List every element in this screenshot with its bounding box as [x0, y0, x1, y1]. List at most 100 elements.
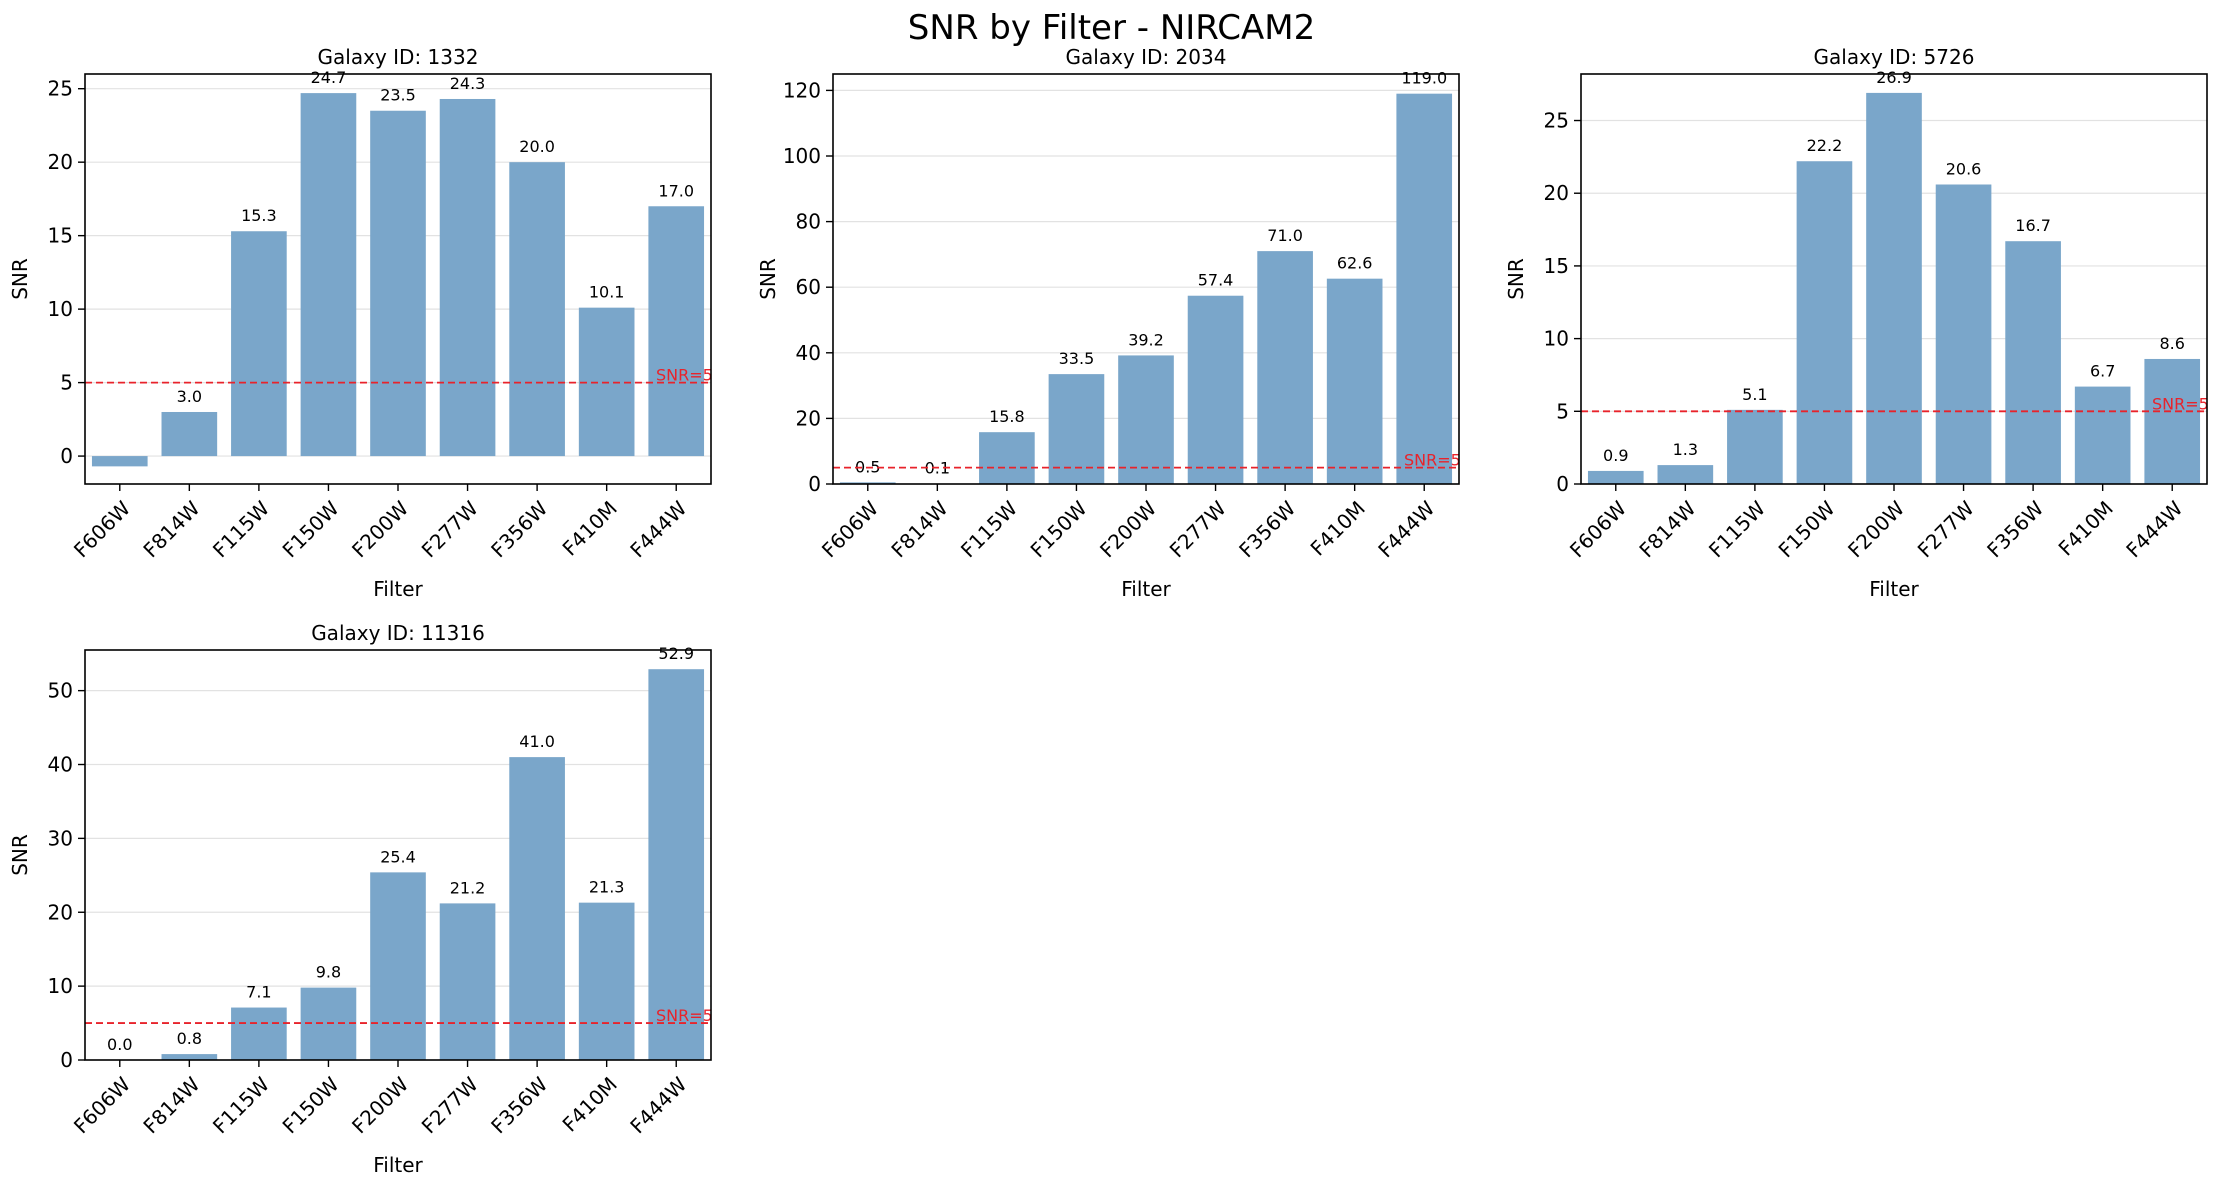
bar-F814W — [161, 1054, 218, 1060]
y-axis-label: SNR — [8, 834, 32, 876]
bars: 0.0 0.8 7.1 9.8 25.4 21.2 41.0 21.3 52.9 — [91, 644, 705, 1061]
x-tick-label: F606W — [1565, 496, 1631, 562]
y-tick-label: 25 — [1544, 109, 1569, 133]
chart-panel-1: 3.0 15.3 24.7 23.5 24.3 20.0 10.1 17.0 SNR=5 0 5 10… — [8, 45, 713, 601]
bar-value-label: 20.0 — [519, 137, 555, 156]
y-tick-label: 120 — [783, 78, 821, 102]
bar-value-label: 0.0 — [107, 1035, 132, 1054]
bar-value-label: 7.1 — [246, 983, 271, 1002]
x-tick-label: F444W — [1373, 496, 1439, 562]
x-tick-label: F115W — [956, 496, 1022, 562]
x-tick-label: F200W — [347, 496, 413, 562]
y-tick-label: 100 — [783, 144, 821, 168]
x-axis: F606W F814W F115W F150W F200W F277W F356W F410M… — [69, 484, 692, 562]
x-tick-label: F814W — [1634, 496, 1700, 562]
x-tick-label: F410M — [558, 496, 622, 560]
bar-value-label: 41.0 — [519, 732, 555, 751]
bars: 0.9 1.3 5.1 22.2 26.9 20.6 16.7 6.7 8.6 — [1587, 68, 2201, 485]
bar-F277W — [1187, 295, 1244, 484]
bar-F356W — [2005, 241, 2061, 484]
bar-F115W — [231, 1007, 287, 1060]
bar-F200W — [370, 872, 426, 1060]
y-tick-label: 0 — [60, 444, 73, 468]
x-axis: F606W F814W F115W F150W F200W F277W F356W F410M… — [1565, 484, 2188, 562]
bar-F444W — [1396, 93, 1453, 485]
y-axis-label: SNR — [8, 258, 32, 300]
bar-value-label: 62.6 — [1337, 254, 1373, 273]
x-axis-label: Filter — [373, 577, 423, 601]
x-tick-label: F814W — [138, 1072, 204, 1138]
y-axis: 0 5 10 15 20 25 — [1544, 109, 1581, 496]
y-tick-label: 0 — [808, 472, 821, 496]
y-tick-label: 5 — [1556, 399, 1569, 423]
x-tick-label: F814W — [886, 496, 952, 562]
x-tick-label: F444W — [2121, 496, 2187, 562]
y-axis-label: SNR — [1504, 258, 1528, 300]
y-tick-label: 80 — [796, 210, 821, 234]
chart-panel-2: 0.5 0.115.833.539.257.471.062.6119.0SNR=5… — [756, 45, 1461, 601]
x-tick-label: F606W — [817, 496, 883, 562]
x-tick-label: F277W — [1913, 496, 1979, 562]
x-tick-label: F150W — [1774, 496, 1840, 562]
threshold-label: SNR=5 — [656, 1006, 713, 1025]
x-tick-label: F606W — [69, 496, 135, 562]
threshold-label: SNR=5 — [1404, 451, 1461, 470]
y-tick-label: 40 — [796, 341, 821, 365]
bar-F150W — [300, 93, 357, 457]
y-tick-label: 0 — [1556, 472, 1569, 496]
bar-value-label: 17.0 — [658, 181, 694, 200]
x-tick-label: F444W — [625, 1072, 691, 1138]
bar-F115W — [231, 231, 287, 457]
bar-F410M — [578, 902, 635, 1060]
bars: 3.0 15.3 24.7 23.5 24.3 20.0 10.1 17.0 — [91, 68, 705, 467]
chart-title: Galaxy ID: 2034 — [1066, 45, 1227, 69]
x-tick-label: F410M — [1306, 496, 1370, 560]
y-tick-label: 10 — [48, 297, 73, 321]
bar-value-label: 3.0 — [177, 387, 202, 406]
x-axis: F606W F814W F115W F150W F200W F277W F356W F410M… — [69, 1060, 692, 1138]
x-tick-label: F410M — [558, 1072, 622, 1136]
bar-value-label: 25.4 — [380, 847, 416, 866]
x-tick-label: F200W — [1095, 496, 1161, 562]
bar-value-label: 71.0 — [1267, 226, 1303, 245]
bar-value-label: 6.7 — [2090, 362, 2115, 381]
y-tick-label: 15 — [1544, 254, 1569, 278]
x-tick-label: F150W — [1026, 496, 1092, 562]
bar-value-label: 10.1 — [589, 283, 625, 302]
bar-value-label: 15.8 — [989, 407, 1025, 426]
y-tick-label: 25 — [48, 77, 73, 101]
x-tick-label: F814W — [138, 496, 204, 562]
bar-F200W — [1866, 92, 1922, 485]
x-tick-label: F277W — [417, 496, 483, 562]
bar-F444W — [648, 206, 705, 457]
figure-title: SNR by Filter - NIRCAM2 — [907, 8, 1316, 48]
bar-value-label: 23.5 — [380, 86, 416, 105]
y-tick-label: 20 — [1544, 181, 1569, 205]
bar-value-label: 0.8 — [177, 1029, 202, 1048]
x-tick-label: F606W — [69, 1072, 135, 1138]
x-tick-label: F356W — [1234, 496, 1300, 562]
bar-value-label: 20.6 — [1946, 159, 1982, 178]
x-tick-label: F200W — [347, 1072, 413, 1138]
y-tick-label: 20 — [796, 406, 821, 430]
x-tick-label: F356W — [486, 496, 552, 562]
y-axis: 0 20 40 60 80 100 120 — [783, 78, 833, 496]
y-tick-label: 10 — [1544, 327, 1569, 351]
y-axis-label: SNR — [756, 258, 780, 300]
x-tick-label: F410M — [2054, 496, 2118, 560]
chart-title: Galaxy ID: 11316 — [311, 621, 485, 645]
bar-F410M — [2074, 386, 2131, 484]
x-axis-label: Filter — [1121, 577, 1171, 601]
bar-value-label: 15.3 — [241, 206, 277, 225]
x-tick-label: F356W — [1982, 496, 2048, 562]
bar-value-label: 5.1 — [1742, 385, 1767, 404]
bar-F277W — [1935, 184, 1992, 484]
bar-F277W — [439, 903, 496, 1060]
bar-F200W — [370, 110, 426, 457]
chart-panel-3: 0.9 1.3 5.1 22.2 26.9 20.6 16.7 6.7 8.6 SNR=5 0 5 10… — [1504, 45, 2209, 601]
x-axis: F606W F814W F115W F150W F200W F277W F356W F410M… — [817, 484, 1440, 562]
bar-value-label: 24.7 — [311, 68, 347, 87]
bar-F410M — [1326, 278, 1383, 484]
